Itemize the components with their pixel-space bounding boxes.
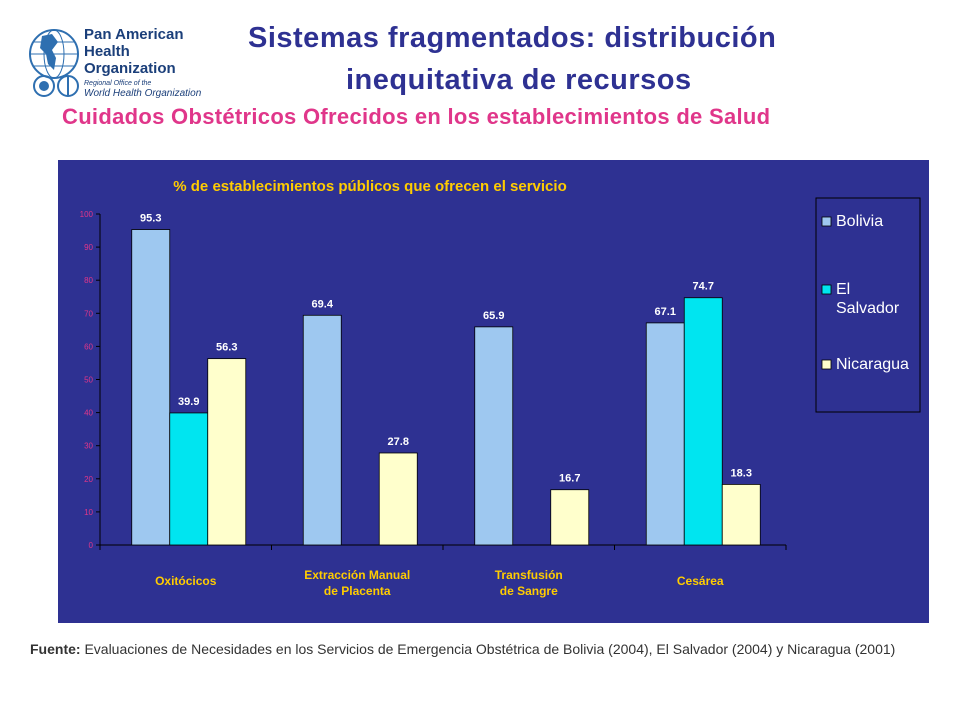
bar-bolivia [645,322,685,546]
y-tick-label: 90 [84,243,93,252]
bar-el-salvador [169,412,209,546]
source-text: Evaluaciones de Necesidades en los Servi… [80,641,896,657]
data-label: 16.7 [559,473,580,485]
data-label: 56.3 [216,342,237,354]
data-label: 65.9 [483,310,504,322]
y-tick-label: 60 [84,342,93,351]
page-subtitle: Cuidados Obstétricos Ofrecidos en los es… [62,104,771,129]
bar-nicaragua [550,489,590,546]
legend-label: Nicaragua [836,356,909,373]
bar-nicaragua [207,358,247,546]
data-label: 67.1 [655,306,676,318]
bar-bolivia [302,314,342,546]
chart-legend: Bolivia El Salvador Nicaragua [815,197,921,413]
y-tick-label: 80 [84,276,93,285]
data-label: 69.4 [312,298,334,310]
bar-nicaragua [378,452,418,546]
logo-text-line3: Organization [84,60,176,77]
bar-el-salvador [683,297,723,546]
category-labels: Oxitócicos Extracción Manual de Placenta Tr… [155,568,724,598]
legend-label: El Salvador [836,281,900,317]
logo-regional-line1: Regional Office of the [84,80,152,87]
chart-bars: 95.3 39.9 56.3 69.4 27.8 65.9 16.7 67.1 74.7 18.3 [131,213,761,546]
bar-nicaragua [721,484,761,546]
source-note: Fuente: Evaluaciones de Necesidades en l… [30,640,930,658]
legend-swatch [821,284,832,295]
bar-bolivia [131,229,171,546]
data-label: 18.3 [731,467,752,479]
category-label: Extracción Manual de Placenta [304,568,410,598]
y-tick-label: 20 [84,475,93,484]
logo-text-line1: Pan American [84,26,184,43]
data-label: 39.9 [178,396,199,408]
y-tick-label: 50 [84,376,93,385]
page-title-line2: inequitativa de recursos [346,64,692,96]
legend-box [815,197,921,413]
source-label: Fuente: [30,641,81,657]
bar-bolivia [474,326,514,546]
data-label: 27.8 [388,436,409,448]
paho-logo: Pan American Health Organization Regiona… [28,24,228,102]
data-label: 95.3 [140,213,161,225]
globe-emblem-icon [29,29,79,79]
category-label: Cesárea [677,574,724,588]
legend-swatch [821,216,832,227]
y-tick-label: 100 [80,210,94,219]
y-tick-label: 40 [84,409,93,418]
y-tick-label: 10 [84,508,93,517]
data-label: 74.7 [693,281,714,293]
logo-regional-line2: World Health Organization [84,88,202,99]
y-tick-label: 70 [84,309,93,318]
y-tick-label: 30 [84,442,93,451]
page-title-line1: Sistemas fragmentados: distribución [248,22,777,54]
chart-panel: % de establecimientos públicos que ofrec… [58,160,929,623]
y-tick-label: 0 [89,541,94,550]
legend-label: Bolivia [836,213,883,230]
legend-swatch [821,359,832,370]
chart-title: % de establecimientos públicos que ofrec… [173,178,566,195]
category-label: Oxitócicos [155,574,217,588]
category-label: Transfusión de Sangre [495,568,563,598]
bar-chart: % de establecimientos públicos que ofrec… [80,178,921,598]
logo-text-line2: Health [84,43,130,60]
who-emblem-icon [33,75,79,97]
